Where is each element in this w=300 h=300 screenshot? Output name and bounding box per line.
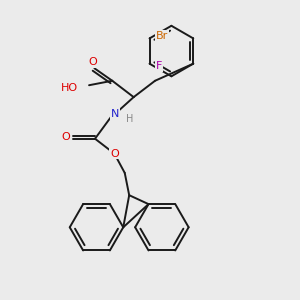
Text: O: O xyxy=(88,57,97,67)
Text: Br: Br xyxy=(156,31,168,41)
Text: O: O xyxy=(110,148,119,159)
Text: O: O xyxy=(62,132,70,142)
Text: HO: HO xyxy=(61,82,78,93)
Text: F: F xyxy=(156,61,162,71)
Text: N: N xyxy=(111,109,119,119)
Text: H: H xyxy=(126,114,134,124)
